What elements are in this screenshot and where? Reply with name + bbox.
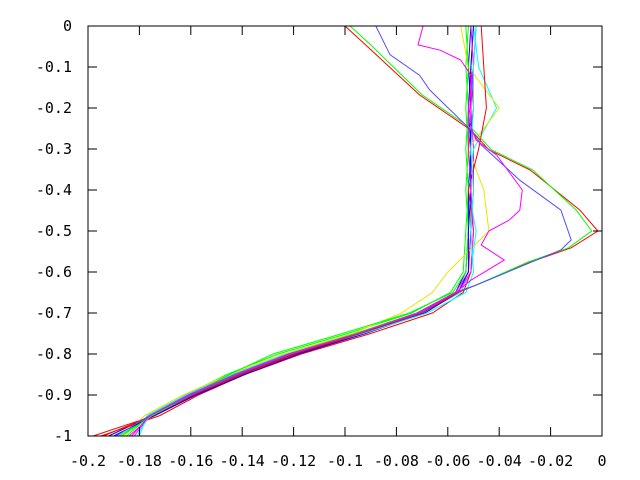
x-tick-label: -0.02: [528, 452, 573, 470]
x-tick-label: -0.08: [374, 452, 419, 470]
series-line-6: [123, 25, 500, 437]
x-tick-label: -0.04: [477, 452, 522, 470]
y-tick-label: -0.7: [36, 304, 72, 322]
y-tick-label: -0.6: [36, 263, 72, 281]
x-tick-label: -0.12: [271, 452, 316, 470]
y-tick-label: -0.2: [36, 99, 72, 117]
x-tick-label: -0.18: [117, 452, 162, 470]
x-tick-label: -0.1: [327, 452, 363, 470]
series-line-10: [128, 25, 475, 437]
outlier-series-line-1: [103, 25, 599, 437]
x-tick-label: -0.2: [70, 452, 106, 470]
y-tick-label: -1: [54, 427, 72, 445]
x-tick-label: -0.06: [425, 452, 470, 470]
series-line-7: [100, 25, 487, 437]
series-line-1: [92, 25, 475, 437]
x-tick-label: -0.16: [168, 452, 213, 470]
plot-border: [87, 25, 603, 437]
y-tick-label: -0.8: [36, 345, 72, 363]
outlier-series-line-3: [116, 25, 572, 437]
series-line-8: [118, 25, 469, 437]
series-line-5: [138, 25, 498, 437]
y-tick-label: -0.4: [36, 181, 72, 199]
series-line-4: [133, 25, 477, 437]
series-layer: [92, 25, 599, 437]
series-line-9: [113, 25, 474, 437]
y-tick-label: -0.1: [36, 58, 72, 76]
series-line-3: [108, 25, 472, 437]
series-line-2: [126, 25, 469, 437]
x-tick-label: -0.14: [220, 452, 265, 470]
y-tick-label: -0.5: [36, 222, 72, 240]
y-tick-label: 0: [63, 17, 72, 35]
outlier-series-line-2: [121, 25, 593, 437]
x-tick-label: 0: [597, 452, 606, 470]
outlier-series-line-4: [131, 25, 523, 437]
y-tick-label: -0.9: [36, 386, 72, 404]
tick-layer: -0.2 -0.18 -0.16 -0.14 -0.12 -0.1 -0.08 -0.06 -0…: [36, 17, 607, 470]
y-tick-label: -0.3: [36, 140, 72, 158]
series-line-11: [136, 25, 477, 437]
